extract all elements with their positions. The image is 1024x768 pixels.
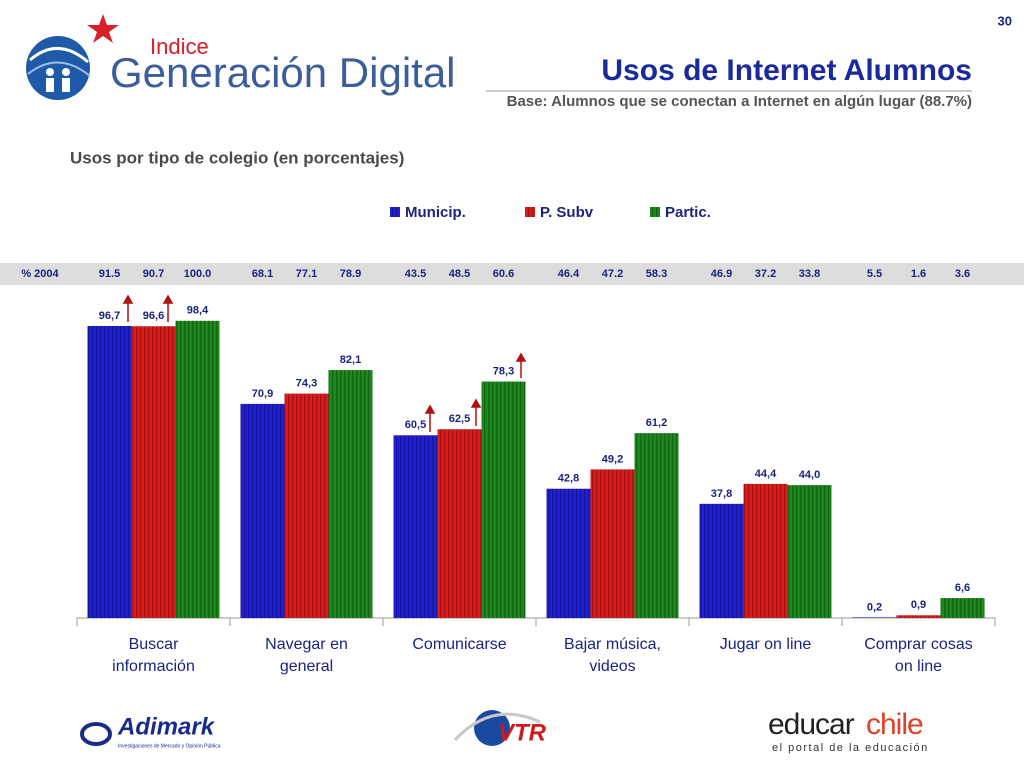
- value-label: 49,2: [602, 453, 623, 465]
- value-label: 70,9: [252, 388, 273, 400]
- row-2004-value: 48.5: [449, 268, 470, 280]
- page-number: 30: [998, 13, 1012, 28]
- legend-label: Partic.: [665, 204, 711, 221]
- brand: Generación Digital: [110, 49, 456, 96]
- value-label: 96,6: [143, 310, 164, 322]
- x-tick-label: Navegar en general: [265, 636, 348, 675]
- value-label: 60,5: [405, 419, 426, 431]
- value-label: 0,9: [911, 599, 926, 611]
- bar-texture: [787, 485, 832, 618]
- value-label: 82,1: [340, 354, 361, 366]
- vtr-logo: VTR: [453, 710, 547, 746]
- row-2004-value: 5.5: [867, 268, 882, 280]
- row-2004-value: 33.8: [799, 268, 820, 280]
- bar-texture: [393, 435, 438, 618]
- legend-swatch-texture: [390, 207, 400, 217]
- value-label: 42,8: [558, 473, 579, 485]
- value-label: 62,5: [449, 413, 470, 425]
- legend-label: P. Subv: [540, 204, 594, 221]
- row-2004-value: 1.6: [911, 268, 926, 280]
- bar-texture: [634, 433, 679, 618]
- x-tick-label: Buscar información: [112, 636, 195, 675]
- value-label: 6,6: [955, 582, 970, 594]
- educar-tagline: el portal de la educación: [772, 742, 929, 754]
- vtr: VTR: [498, 719, 547, 746]
- educar: educar: [768, 708, 855, 741]
- x-tick-label: Comunicarse: [412, 636, 507, 653]
- value-label: 37,8: [711, 488, 732, 500]
- row-2004-value: 46.9: [711, 268, 732, 280]
- value-label: 44,0: [799, 469, 820, 481]
- adimark-logo: Adimark Investigaciones de Mercado y Opi…: [80, 713, 221, 749]
- value-label: 44,4: [755, 468, 777, 480]
- subtitle: Base: Alumnos que se conectan a Internet…: [506, 93, 972, 110]
- bar-texture: [940, 598, 985, 618]
- chile: chile: [866, 708, 923, 741]
- increase-arrows: [122, 294, 527, 432]
- legend-swatch-texture: [650, 207, 660, 217]
- bar-texture: [87, 325, 132, 618]
- value-label: 74,3: [296, 378, 317, 390]
- bar-texture: [896, 615, 941, 618]
- row-2004-value: 100.0: [184, 268, 212, 280]
- value-label: 96,7: [99, 310, 120, 322]
- bar-texture: [546, 488, 591, 618]
- bar-texture: [852, 617, 897, 618]
- row-2004-band: [0, 263, 1024, 285]
- adimark-tagline: Investigaciones de Mercado y Opinión Púb…: [118, 743, 221, 749]
- idg-logo: Indice Generación Digital: [26, 14, 456, 100]
- row-2004-value: 47.2: [602, 268, 623, 280]
- bar-texture: [240, 403, 285, 618]
- row-2004-label: % 2004: [21, 268, 59, 280]
- row-2004-value: 37.2: [755, 268, 776, 280]
- bar-texture: [481, 381, 526, 618]
- row-2004-value: 78.9: [340, 268, 361, 280]
- x-tick-label: Comprar cosas on line: [864, 636, 973, 675]
- brand-top: Indice: [150, 34, 209, 59]
- bar-texture: [590, 469, 635, 618]
- bar-texture: [699, 503, 744, 618]
- adimark: Adimark: [117, 713, 216, 740]
- legend-label: Municip.: [405, 204, 466, 221]
- x-tick-label: Bajar música, videos: [564, 636, 661, 675]
- x-tick-label: Jugar on line: [719, 636, 812, 653]
- row-2004-value: 46.4: [558, 268, 580, 280]
- row-2004-value: 91.5: [99, 268, 120, 280]
- educarchile-logo: educar chile el portal de la educación: [768, 708, 929, 754]
- row-2004-value: 68.1: [252, 268, 273, 280]
- value-label: 61,2: [646, 417, 667, 429]
- value-label: 78,3: [493, 365, 514, 377]
- value-label: 0,2: [867, 601, 882, 613]
- bar-texture: [175, 320, 220, 618]
- chart-title: Usos por tipo de colegio (en porcentajes…: [70, 148, 404, 167]
- value-label: 98,4: [187, 305, 209, 317]
- bar-texture: [743, 483, 788, 618]
- legend-swatch-texture: [525, 207, 535, 217]
- bar-texture: [131, 326, 176, 618]
- row-2004-value: 58.3: [646, 268, 667, 280]
- bar-texture: [437, 429, 482, 618]
- slide-title: Usos de Internet Alumnos: [601, 54, 972, 87]
- bar-texture: [328, 370, 373, 618]
- row-2004-value: 60.6: [493, 268, 514, 280]
- row-2004-value: 77.1: [296, 268, 317, 280]
- bar-texture: [284, 393, 329, 618]
- row-2004-value: 43.5: [405, 268, 426, 280]
- row-2004-value: 3.6: [955, 268, 970, 280]
- row-2004-value: 90.7: [143, 268, 164, 280]
